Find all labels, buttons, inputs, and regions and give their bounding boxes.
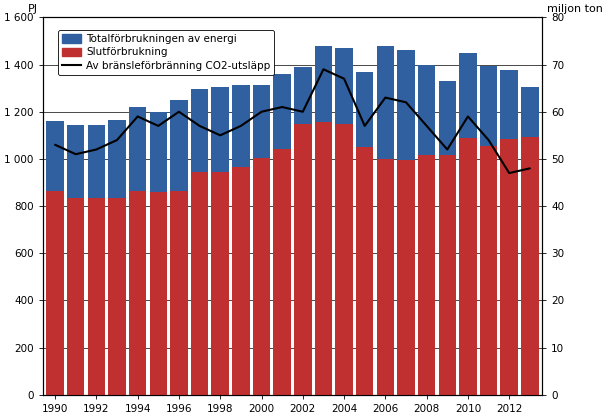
- Bar: [253, 84, 270, 395]
- Bar: [191, 89, 208, 395]
- Legend: Totalförbrukningen av energi, Slutförbrukning, Av bränsleförbränning CO2-utsläpp: Totalförbrukningen av energi, Slutförbru…: [58, 30, 274, 75]
- Bar: [418, 155, 435, 395]
- Bar: [521, 137, 538, 395]
- Bar: [191, 172, 208, 395]
- Bar: [314, 122, 332, 395]
- Bar: [418, 64, 435, 395]
- Bar: [397, 51, 415, 395]
- Bar: [480, 146, 497, 395]
- Bar: [67, 125, 84, 395]
- Bar: [294, 124, 311, 395]
- Bar: [129, 107, 146, 395]
- Bar: [273, 74, 291, 395]
- Bar: [232, 167, 249, 395]
- Bar: [335, 48, 353, 395]
- Bar: [149, 112, 167, 395]
- Bar: [459, 138, 476, 395]
- Bar: [87, 198, 105, 395]
- Bar: [438, 155, 456, 395]
- Bar: [356, 71, 373, 395]
- Bar: [67, 198, 84, 395]
- Text: miljon ton: miljon ton: [548, 4, 603, 14]
- Bar: [46, 121, 64, 395]
- Bar: [335, 124, 353, 395]
- Bar: [438, 81, 456, 395]
- Bar: [170, 191, 188, 395]
- Bar: [108, 120, 126, 395]
- Text: PJ: PJ: [28, 4, 38, 14]
- Bar: [87, 125, 105, 395]
- Bar: [170, 100, 188, 395]
- Bar: [211, 172, 229, 395]
- Bar: [129, 191, 146, 395]
- Bar: [521, 87, 538, 395]
- Bar: [232, 84, 249, 395]
- Bar: [500, 71, 518, 395]
- Bar: [149, 192, 167, 395]
- Bar: [211, 87, 229, 395]
- Bar: [376, 159, 394, 395]
- Bar: [376, 46, 394, 395]
- Bar: [480, 66, 497, 395]
- Bar: [46, 191, 64, 395]
- Bar: [273, 150, 291, 395]
- Bar: [253, 158, 270, 395]
- Bar: [500, 139, 518, 395]
- Bar: [356, 147, 373, 395]
- Bar: [459, 53, 476, 395]
- Bar: [108, 198, 126, 395]
- Bar: [314, 46, 332, 395]
- Bar: [397, 160, 415, 395]
- Bar: [294, 67, 311, 395]
